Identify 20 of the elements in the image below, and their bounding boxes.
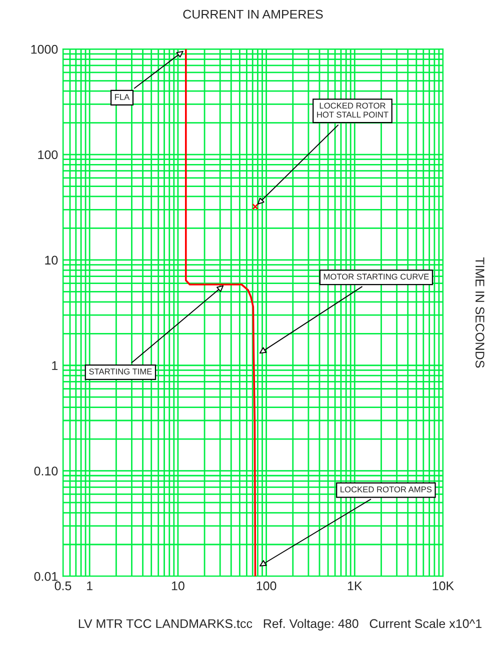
y-tick-label: 0.10 <box>34 466 58 476</box>
y-axis-title: TIME IN SECONDS <box>475 257 484 368</box>
annotation: MOTOR STARTING CURVE <box>324 274 429 280</box>
x-tick-label: 100 <box>256 581 276 590</box>
annotation: LOCKED ROTOR AMPS <box>340 486 432 492</box>
annotation: FLA <box>115 94 130 100</box>
x-tick-label: 10K <box>432 581 454 590</box>
chart-title: CURRENT IN AMPERES <box>183 10 323 19</box>
y-tick-label: 1 <box>52 361 58 370</box>
x-tick-label: 1K <box>348 582 362 590</box>
x-tick-label: 1 <box>87 582 92 590</box>
annotation: LOCKED ROTOR HOT STALL POINT <box>317 102 388 118</box>
y-tick-label: 10 <box>45 256 58 265</box>
x-tick-label: 0.5 <box>54 581 72 590</box>
y-tick-label: 100 <box>38 150 58 160</box>
y-tick-label: 0.01 <box>34 572 58 581</box>
text: LV MTR TCC LANDMARKS.tcc Ref. Voltage: 480 Current Scale x10^1 <box>78 618 482 631</box>
annotation: STARTING TIME <box>89 368 152 374</box>
x-tick-label: 10 <box>172 581 184 590</box>
y-tick-label: 1000 <box>31 44 58 54</box>
